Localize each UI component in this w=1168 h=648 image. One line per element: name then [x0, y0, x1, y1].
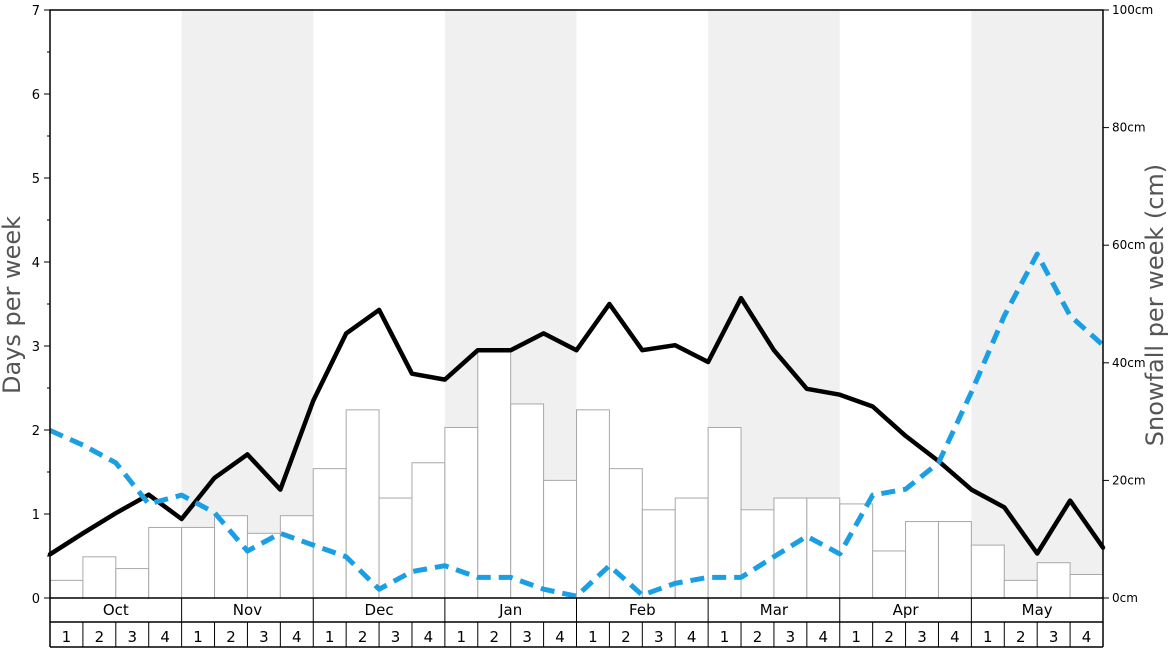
- week-label: 2: [884, 628, 894, 646]
- month-label-apr: Apr: [893, 601, 920, 619]
- week-label: 1: [62, 628, 72, 646]
- snowfall-bar: [872, 550, 907, 599]
- snowfall-bar: [181, 526, 216, 599]
- snowfall-bar: [49, 579, 84, 599]
- snowfall-bar: [82, 556, 117, 599]
- week-label: 1: [457, 628, 467, 646]
- snowfall-bar: [707, 426, 742, 599]
- week-label: 4: [424, 628, 434, 646]
- week-label: 1: [588, 628, 598, 646]
- left-tick-label: 6: [32, 88, 40, 103]
- right-axis-title: Snowfall per week (cm): [1141, 164, 1168, 446]
- month-label-feb: Feb: [629, 601, 656, 619]
- snowfall-bar: [312, 468, 347, 599]
- week-label: 1: [325, 628, 335, 646]
- snowfall-bar: [970, 544, 1005, 599]
- axes-layer: 0 1 2 3 4 5 6 7 0cm 20cm 40cm 60cm 80cm 100cm Oct 1 2 3 4 N…: [32, 3, 1153, 648]
- snowfall-trend-line: [48, 251, 1105, 599]
- right-tick-label: 60cm: [1112, 238, 1146, 252]
- right-tick-label: 100cm: [1112, 3, 1153, 17]
- lines-layer: [47, 251, 1106, 599]
- snowfall-bar: [510, 403, 545, 599]
- left-axis-title: Days per week: [0, 216, 26, 394]
- snowfall-bar: [773, 497, 808, 599]
- week-label: 4: [1082, 628, 1092, 646]
- snowfall-bar: [740, 509, 775, 599]
- left-tick-label: 0: [32, 592, 40, 607]
- week-label: 4: [819, 628, 829, 646]
- snowfall-bar: [806, 497, 841, 599]
- snowfall-bar: [214, 515, 248, 599]
- week-label: 2: [95, 628, 105, 646]
- snowfall-bar: [905, 521, 939, 599]
- snowfall-bar: [148, 526, 183, 599]
- right-tick-label: 20cm: [1112, 473, 1146, 487]
- left-tick-label: 5: [32, 172, 40, 187]
- week-label: 2: [621, 628, 631, 646]
- snowfall-bar: [937, 521, 972, 599]
- month-band-may: [971, 10, 1103, 598]
- week-label: 4: [160, 628, 170, 646]
- week-label: 2: [489, 628, 499, 646]
- right-tick-label: 40cm: [1112, 356, 1146, 370]
- week-label: 2: [753, 628, 763, 646]
- week-label: 2: [358, 628, 368, 646]
- week-label: 4: [292, 628, 302, 646]
- snowfall-bar: [839, 503, 874, 599]
- week-label: 3: [522, 628, 532, 646]
- week-label: 2: [1016, 628, 1026, 646]
- week-label: 3: [259, 628, 269, 646]
- snowfall-bar: [543, 479, 577, 599]
- week-label: 4: [950, 628, 960, 646]
- week-label: 3: [391, 628, 401, 646]
- week-label: 1: [851, 628, 861, 646]
- left-tick-label: 1: [32, 508, 40, 523]
- week-label: 4: [555, 628, 565, 646]
- snowfall-bar: [115, 568, 150, 599]
- month-label-may: May: [1022, 601, 1053, 619]
- week-label: 3: [654, 628, 664, 646]
- month-label-oct: Oct: [103, 601, 129, 619]
- snowfall-bar: [345, 409, 380, 599]
- snowfall-bar: [411, 462, 446, 599]
- week-label: 3: [786, 628, 796, 646]
- week-label: 4: [687, 628, 697, 646]
- month-label-mar: Mar: [760, 601, 789, 619]
- month-label-jan: Jan: [498, 601, 522, 619]
- week-label: 3: [127, 628, 137, 646]
- snowfall-bar: [1069, 573, 1104, 599]
- snowfall-bar: [477, 350, 512, 599]
- days-per-week-line: [47, 295, 1106, 557]
- left-tick-label: 7: [32, 4, 40, 19]
- month-label-dec: Dec: [365, 601, 394, 619]
- week-label: 1: [720, 628, 730, 646]
- right-tick-label: 80cm: [1112, 121, 1146, 135]
- month-band-nov: [181, 10, 314, 598]
- right-tick-label: 0cm: [1112, 591, 1138, 605]
- week-label: 1: [983, 628, 993, 646]
- left-tick-label: 2: [32, 424, 40, 439]
- snowfall-bar: [279, 515, 314, 599]
- snowfall-bar: [1036, 562, 1071, 599]
- week-label: 1: [193, 628, 203, 646]
- week-label: 2: [226, 628, 236, 646]
- week-label: 3: [1049, 628, 1059, 646]
- snowfall-bar: [1003, 579, 1038, 599]
- snowfall-bar: [608, 468, 643, 599]
- month-label-nov: Nov: [233, 601, 262, 619]
- week-label: 3: [917, 628, 927, 646]
- left-tick-label: 3: [32, 340, 40, 355]
- left-tick-label: 4: [32, 256, 40, 271]
